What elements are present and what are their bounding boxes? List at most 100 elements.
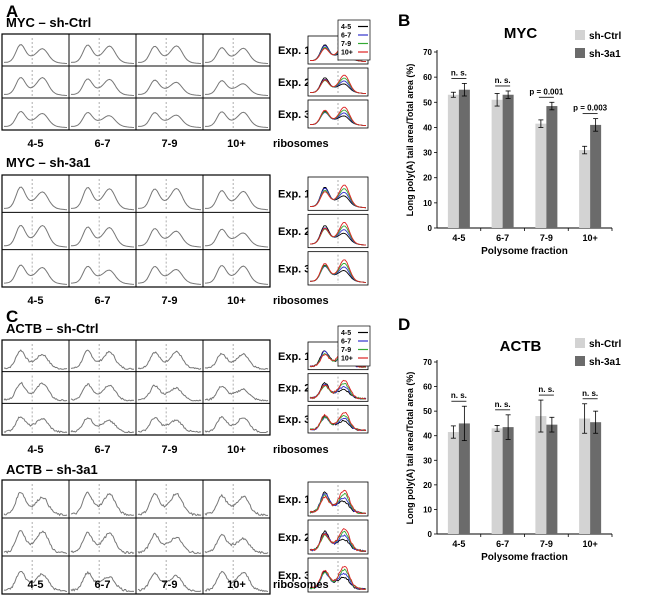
- overlay-trace: [309, 489, 367, 514]
- profile-cell: [1, 479, 70, 519]
- axis-suffix-ribosomes: ribosomes: [273, 295, 329, 307]
- significance-annotation: n. s.: [582, 389, 598, 398]
- y-tick-label: 30: [423, 456, 432, 465]
- profile-cell: [68, 97, 137, 131]
- y-tick-label: 0: [428, 224, 433, 233]
- column-label: 4-5: [28, 295, 44, 307]
- bar-sh-ctrl: [491, 99, 503, 229]
- legend-label: sh-3a1: [589, 357, 621, 368]
- axis-suffix-ribosomes: ribosomes: [273, 138, 329, 150]
- column-label: 10+: [227, 444, 246, 456]
- profile-trace: [204, 228, 269, 248]
- row-label-exp: Exp. 1: [278, 45, 310, 57]
- overlay-trace: [310, 222, 367, 246]
- legend-swatch-sh-3a1: [575, 48, 585, 58]
- row-label-exp: Exp. 2: [278, 77, 310, 89]
- x-tick-label: 4-5: [452, 233, 465, 243]
- bar-sh-ctrl: [579, 418, 591, 534]
- legend-label: 6-7: [341, 339, 351, 346]
- profile-trace: [204, 265, 269, 285]
- legend-swatch-sh-3a1: [575, 356, 585, 366]
- bar-sh-3a1: [502, 94, 514, 228]
- profile-trace: [70, 187, 135, 211]
- y-tick-label: 60: [423, 73, 432, 82]
- profile-cell: [135, 174, 204, 213]
- profile-trace: [3, 264, 68, 285]
- column-label: 4-5: [28, 444, 44, 456]
- bar-sh-3a1: [546, 424, 558, 534]
- legend-label: 10+: [341, 356, 353, 363]
- column-label: 6-7: [95, 295, 111, 307]
- column-label: 6-7: [95, 579, 111, 591]
- profile-trace: [204, 415, 268, 433]
- column-label: 6-7: [95, 444, 111, 456]
- significance-annotation: n. s.: [495, 400, 511, 409]
- x-tick-label: 7-9: [540, 539, 553, 549]
- row-label-exp: Exp. 2: [278, 532, 310, 544]
- y-tick-label: 70: [423, 358, 432, 367]
- axis-suffix-ribosomes: ribosomes: [273, 444, 329, 456]
- column-label: 7-9: [162, 579, 178, 591]
- profile-trace: [137, 187, 202, 211]
- bar-sh-3a1: [590, 124, 602, 228]
- profile-cell: [202, 371, 271, 404]
- profile-cell: [135, 339, 204, 373]
- profile-cell: [135, 65, 204, 99]
- profile-trace: [137, 492, 202, 517]
- profile-cell: [1, 339, 70, 373]
- profile-trace: [137, 350, 202, 370]
- profile-cell: [1, 517, 70, 557]
- profile-trace: [4, 77, 68, 96]
- y-tick-label: 40: [423, 123, 432, 132]
- profile-cell: [135, 371, 204, 404]
- column-label: 10+: [227, 579, 246, 591]
- group-title: ACTB – sh-Ctrl: [6, 321, 98, 336]
- profile-cell: [68, 249, 137, 288]
- row-label-exp: Exp. 2: [278, 383, 310, 395]
- myc-sh-3a1-profiles: MYC – sh-3a1 Exp. 1 Exp. 2 Exp. 3 4-5 6-7 7-9 1…: [1, 155, 369, 307]
- profile-trace: [137, 571, 202, 592]
- profile-cell: [135, 517, 204, 557]
- profile-cell: [1, 33, 70, 67]
- row-label-exp: Exp. 1: [278, 189, 310, 201]
- profile-cell: [1, 371, 70, 404]
- legend-label: sh-3a1: [589, 49, 621, 60]
- bar-sh-3a1: [590, 422, 602, 534]
- profile-cell: [68, 371, 137, 404]
- profile-cell: [68, 517, 137, 557]
- profile-trace: [204, 533, 269, 554]
- profile-cell: [202, 211, 271, 251]
- overlay-trace: [309, 74, 367, 94]
- profile-trace: [205, 190, 269, 211]
- profile-trace: [138, 79, 202, 96]
- profile-cell: [202, 33, 271, 67]
- overlay-trace: [309, 184, 367, 209]
- profile-trace: [138, 416, 202, 433]
- profile-cell: [1, 97, 70, 131]
- y-tick-label: 10: [423, 199, 432, 208]
- overlay-trace: [309, 379, 366, 400]
- profile-trace: [71, 111, 135, 128]
- bar-sh-3a1: [458, 89, 470, 228]
- profile-cell: [1, 402, 70, 436]
- profile-trace: [3, 416, 68, 434]
- profile-cell: [68, 402, 137, 436]
- profile-trace: [3, 44, 68, 64]
- row-label-exp: Exp. 1: [278, 494, 310, 506]
- panel-letter-c: C: [6, 307, 18, 326]
- profile-trace: [204, 352, 269, 370]
- profile-cell: [1, 249, 70, 288]
- significance-annotation: n. s.: [538, 385, 554, 394]
- profile-trace: [70, 570, 135, 592]
- overlay-trace: [309, 106, 367, 126]
- bar-sh-ctrl: [535, 123, 547, 228]
- actb-sh-3a1-profiles: ACTB – sh-3a1 Exp. 1 Exp. 2 Exp. 3 4-5 6-7 7-9…: [1, 462, 369, 595]
- profile-trace: [3, 349, 68, 370]
- profile-trace: [4, 110, 68, 128]
- profile-trace: [3, 530, 68, 554]
- y-tick-label: 60: [423, 383, 432, 392]
- y-tick-label: 40: [423, 432, 432, 441]
- profile-trace: [204, 570, 268, 593]
- significance-annotation: n. s.: [495, 76, 511, 85]
